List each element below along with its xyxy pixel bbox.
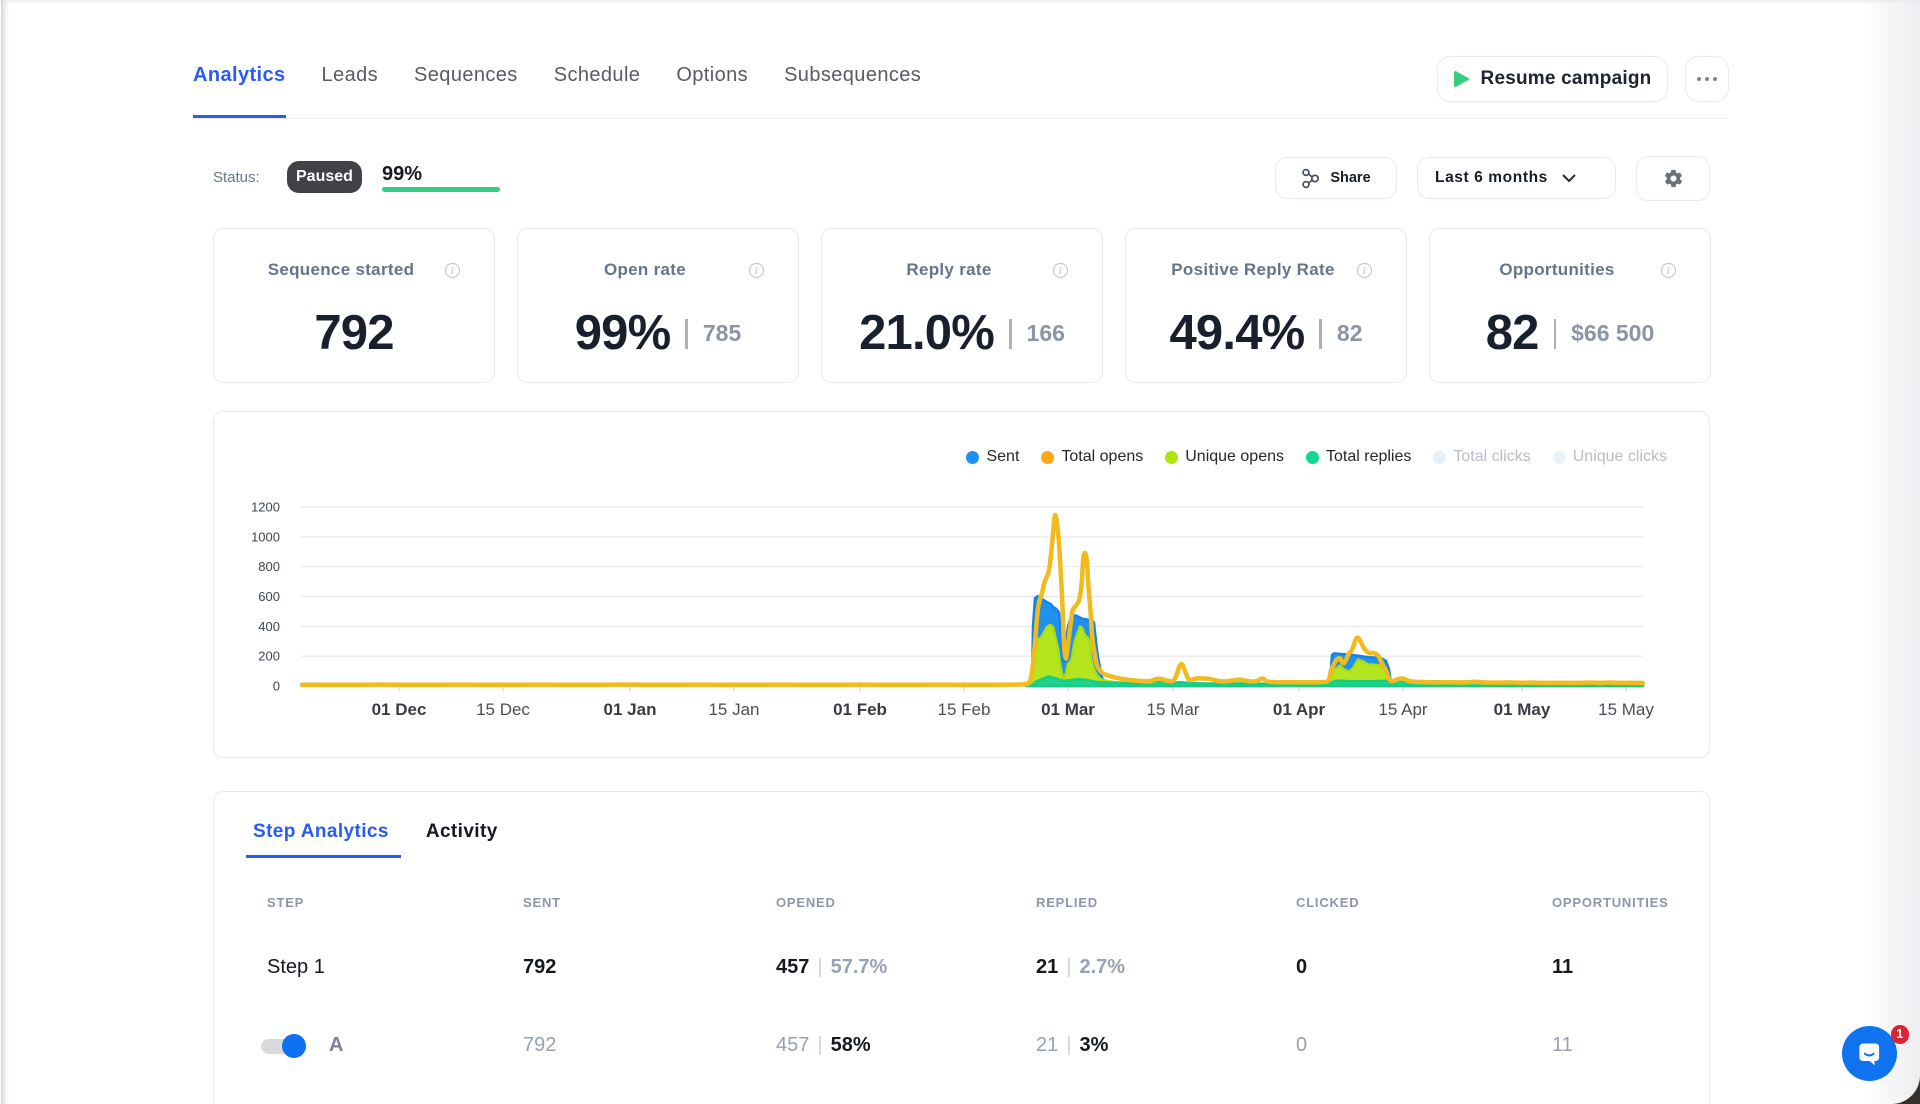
- svg-text:15 Dec: 15 Dec: [476, 700, 530, 719]
- svg-text:1200: 1200: [251, 500, 280, 515]
- svg-text:01 Jan: 01 Jan: [604, 700, 657, 719]
- svg-text:15 May: 15 May: [1598, 700, 1654, 719]
- svg-text:01 Feb: 01 Feb: [833, 700, 887, 719]
- svg-text:15 Jan: 15 Jan: [708, 700, 759, 719]
- svg-text:15 Mar: 15 Mar: [1147, 700, 1200, 719]
- svg-text:01 Dec: 01 Dec: [372, 700, 427, 719]
- svg-text:400: 400: [258, 619, 280, 634]
- svg-text:15 Feb: 15 Feb: [938, 700, 991, 719]
- svg-text:01 Mar: 01 Mar: [1041, 700, 1095, 719]
- svg-text:0: 0: [273, 679, 280, 694]
- svg-text:1000: 1000: [251, 529, 280, 544]
- svg-text:15 Apr: 15 Apr: [1378, 700, 1427, 719]
- svg-text:01 Apr: 01 Apr: [1273, 700, 1326, 719]
- svg-text:01 May: 01 May: [1494, 700, 1551, 719]
- svg-text:800: 800: [258, 559, 280, 574]
- svg-text:600: 600: [258, 589, 280, 604]
- svg-text:200: 200: [258, 649, 280, 664]
